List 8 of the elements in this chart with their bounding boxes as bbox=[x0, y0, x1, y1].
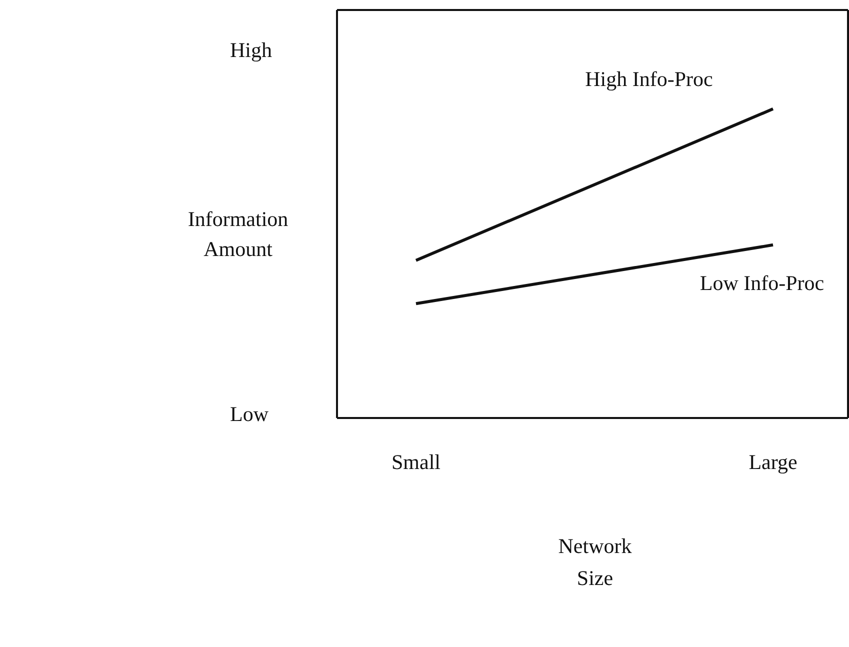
x-axis-title: Network Size bbox=[557, 533, 633, 592]
series-label: High Info-Proc bbox=[585, 66, 713, 91]
series-label: Low Info-Proc bbox=[700, 270, 824, 295]
text: Low bbox=[230, 402, 268, 427]
y-axis-title: Information Amount bbox=[186, 206, 290, 263]
x-tick-label: Small bbox=[391, 450, 441, 474]
text: High bbox=[230, 38, 272, 63]
x-tick-label: Large bbox=[748, 450, 798, 474]
